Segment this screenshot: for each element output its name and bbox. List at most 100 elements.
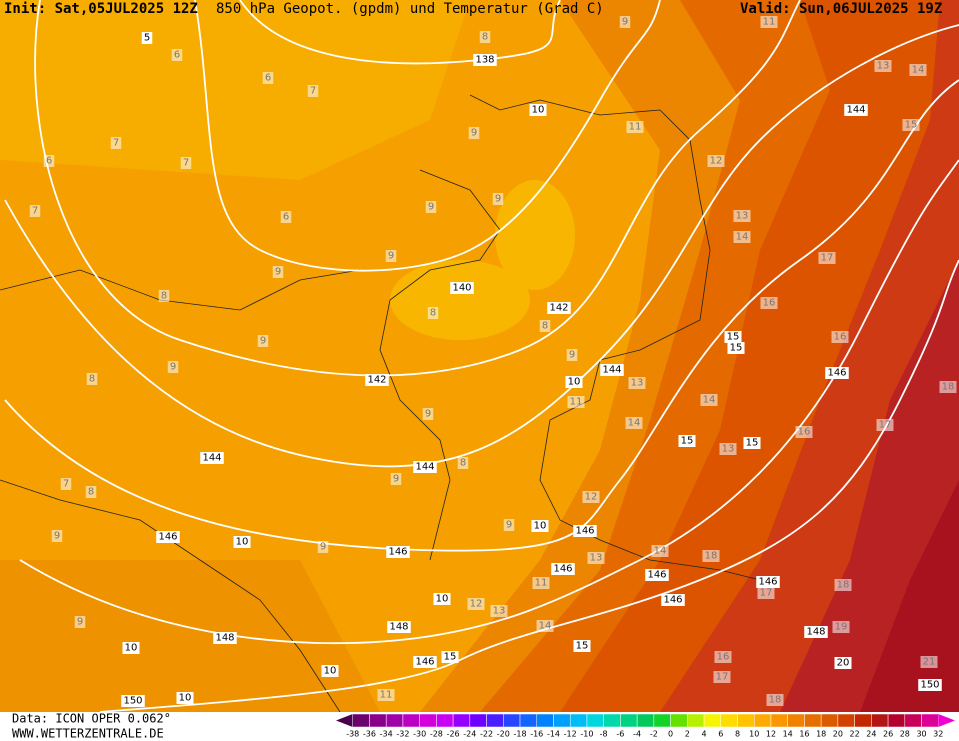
scale-box bbox=[569, 713, 588, 728]
temperature-label-box bbox=[834, 579, 852, 591]
temperature-label: 13 bbox=[493, 606, 506, 617]
contour-label-box bbox=[122, 642, 140, 654]
contour-label-box bbox=[433, 593, 451, 605]
temperature-label: 17 bbox=[760, 588, 773, 599]
scale-tick-label: -2 bbox=[650, 730, 658, 739]
scale-tick-label: 24 bbox=[866, 730, 876, 739]
contour-label: 5 bbox=[144, 33, 150, 44]
contour-label-box bbox=[661, 594, 685, 606]
color-scale: -38 -36 -34 -32 -30 -28 -26 -24 -22 -20 -18 -16 -14-… bbox=[336, 713, 955, 739]
contour-label-box bbox=[413, 461, 437, 473]
temperature-label: 9 bbox=[320, 542, 326, 553]
temperature-label: 9 bbox=[170, 362, 176, 373]
contour-label-box bbox=[804, 626, 828, 638]
contour-label-box bbox=[387, 621, 411, 633]
scale-box bbox=[787, 713, 805, 728]
contour-label: 10 bbox=[179, 693, 192, 704]
scale-tick-label: 6 bbox=[718, 730, 723, 739]
contour-label: 20 bbox=[837, 658, 850, 669]
contour-label: 144 bbox=[415, 462, 434, 473]
temperature-label: 6 bbox=[46, 156, 52, 167]
scale-tick-label: 4 bbox=[702, 730, 707, 739]
temperature-label: 6 bbox=[265, 73, 271, 84]
contour-label-box bbox=[756, 576, 780, 588]
contour-label-box bbox=[450, 282, 474, 294]
temperature-label-box bbox=[619, 16, 631, 28]
scale-box bbox=[385, 713, 404, 728]
temperature-label: 8 bbox=[482, 32, 488, 43]
scale-box bbox=[837, 713, 855, 728]
contour-label: 146 bbox=[758, 577, 777, 588]
temperature-label-box bbox=[733, 210, 751, 222]
contour-label-box bbox=[413, 656, 437, 668]
temperature-label-box bbox=[651, 545, 669, 557]
contour-label-box bbox=[176, 692, 194, 704]
temperature-label-box bbox=[713, 671, 731, 683]
temperature-label-box bbox=[567, 396, 585, 408]
contour-label-box bbox=[321, 665, 339, 677]
scale-box bbox=[703, 713, 722, 728]
temperature-label-box bbox=[876, 419, 894, 431]
temperature-label: 13 bbox=[877, 61, 890, 72]
scale-tick-label: 8 bbox=[735, 730, 740, 739]
temperature-label: 18 bbox=[942, 382, 955, 393]
scale-box bbox=[820, 713, 839, 728]
contour-label: 15 bbox=[730, 343, 743, 354]
temperature-label-box bbox=[110, 137, 122, 149]
temperature-label-box bbox=[158, 290, 170, 302]
temperature-label: 11 bbox=[380, 690, 393, 701]
scale-box bbox=[352, 713, 370, 728]
contour-label-box bbox=[678, 435, 696, 447]
contour-label-box bbox=[551, 563, 575, 575]
temperature-label-box bbox=[29, 205, 41, 217]
scale-tick-label: 28 bbox=[900, 730, 910, 739]
data-source: Data: ICON OPER 0.062° bbox=[12, 712, 171, 726]
scale-box bbox=[904, 713, 922, 728]
scale-tick-label: -38 bbox=[346, 730, 359, 739]
temperature-label: 11 bbox=[763, 17, 776, 28]
scale-tick-label: 10 bbox=[749, 730, 759, 739]
contour-label: 142 bbox=[367, 375, 386, 386]
scale-box bbox=[536, 713, 554, 728]
temperature-label: 12 bbox=[710, 156, 723, 167]
temperature-label-box bbox=[625, 417, 643, 429]
contour-label: 148 bbox=[389, 622, 408, 633]
contour-label-box bbox=[213, 632, 237, 644]
temperature-label-box bbox=[532, 577, 550, 589]
scale-tick-label: -16 bbox=[530, 730, 543, 739]
contour-label-box bbox=[386, 546, 410, 558]
temperature-label-box bbox=[760, 297, 778, 309]
contour-label-box bbox=[844, 104, 868, 116]
contour-label: 148 bbox=[806, 627, 825, 638]
scale-arrow bbox=[336, 714, 353, 727]
temperature-label: 8 bbox=[542, 321, 548, 332]
temperature-label-box bbox=[719, 443, 737, 455]
scale-box bbox=[804, 713, 822, 728]
contour-label: 142 bbox=[549, 303, 568, 314]
contour-label-box bbox=[565, 376, 583, 388]
temperature-label: 7 bbox=[32, 206, 38, 217]
scale-tick-label: -8 bbox=[600, 730, 608, 739]
temperature-label: 7 bbox=[63, 479, 69, 490]
temperature-label: 14 bbox=[736, 232, 749, 243]
contour-label-box bbox=[365, 374, 389, 386]
temperature-label: 21 bbox=[923, 657, 936, 668]
temperature-label: 6 bbox=[174, 50, 180, 61]
contour-label: 15 bbox=[727, 332, 740, 343]
contour-label-box bbox=[600, 364, 624, 376]
temperature-label-box bbox=[490, 605, 508, 617]
temperature-label: 8 bbox=[161, 291, 167, 302]
temperature-label: 19 bbox=[835, 622, 848, 633]
contour-label-box bbox=[529, 104, 547, 116]
contour-label: 150 bbox=[920, 680, 939, 691]
map-background bbox=[0, 0, 959, 712]
temperature-label: 9 bbox=[275, 267, 281, 278]
contour-label-box bbox=[200, 452, 224, 464]
temperature-label: 13 bbox=[590, 553, 603, 564]
temperature-label: 6 bbox=[283, 212, 289, 223]
temperature-label-box bbox=[566, 349, 578, 361]
temperature-label: 9 bbox=[428, 202, 434, 213]
scale-tick-label: -12 bbox=[564, 730, 577, 739]
temperature-label: 14 bbox=[703, 395, 716, 406]
